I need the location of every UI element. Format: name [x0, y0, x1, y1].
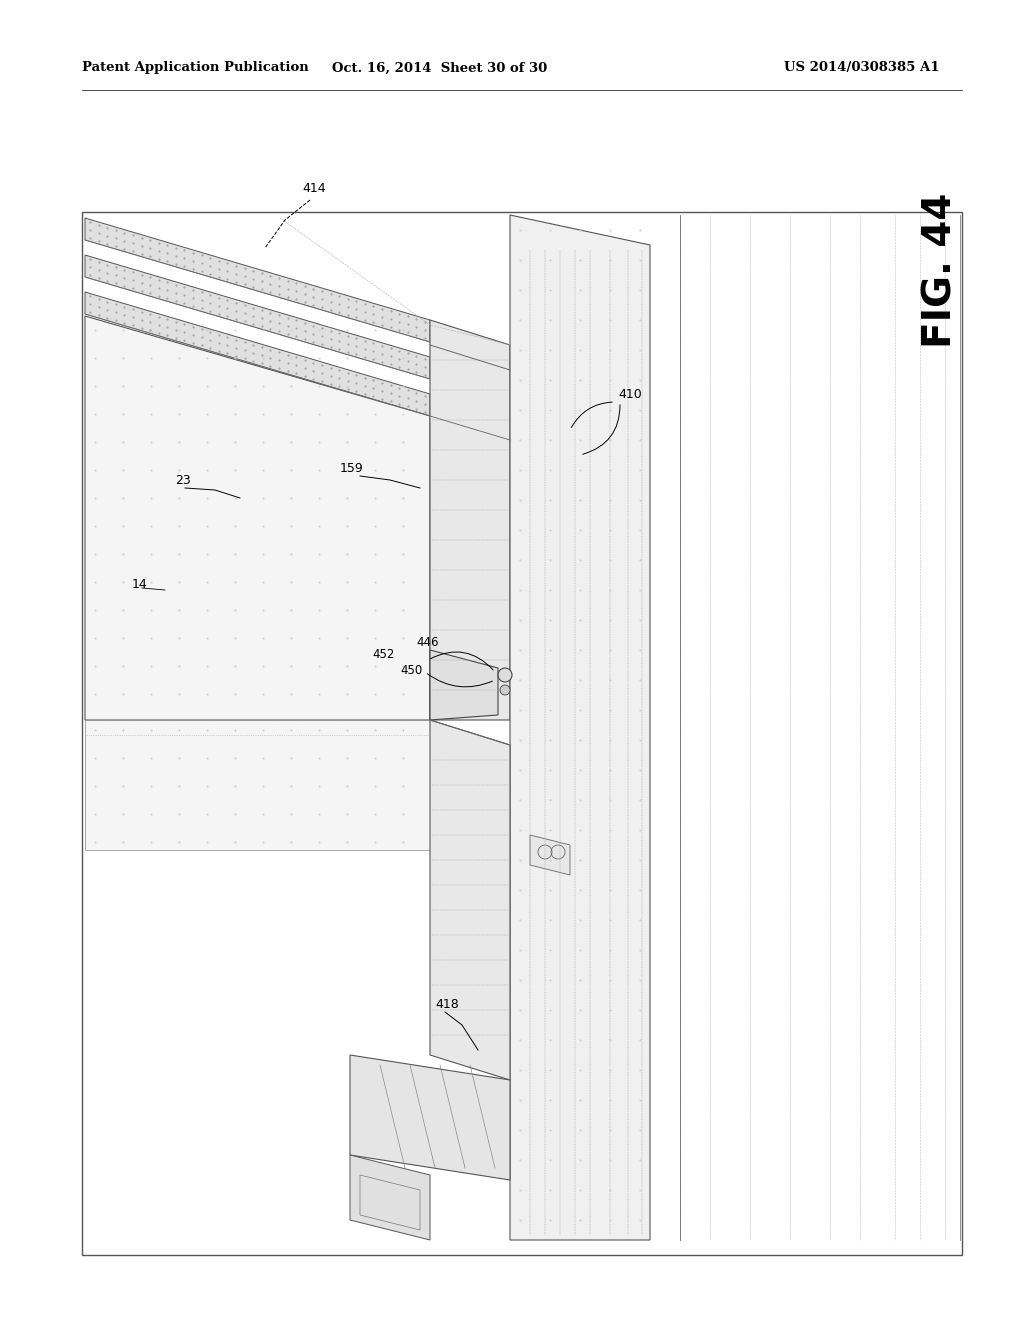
Text: US 2014/0308385 A1: US 2014/0308385 A1 [784, 62, 940, 74]
Circle shape [498, 668, 512, 682]
Text: FIG. 44: FIG. 44 [921, 193, 959, 347]
Polygon shape [85, 255, 430, 379]
Text: Patent Application Publication: Patent Application Publication [82, 62, 309, 74]
Polygon shape [85, 315, 430, 719]
Polygon shape [430, 319, 510, 719]
Text: 450: 450 [400, 664, 422, 676]
Polygon shape [430, 649, 498, 719]
Polygon shape [530, 836, 570, 875]
Circle shape [500, 685, 510, 696]
Text: 446: 446 [416, 635, 438, 648]
Text: Oct. 16, 2014  Sheet 30 of 30: Oct. 16, 2014 Sheet 30 of 30 [333, 62, 548, 74]
Text: 418: 418 [435, 998, 459, 1011]
Text: 452: 452 [373, 648, 395, 661]
Polygon shape [85, 292, 430, 416]
Polygon shape [350, 1055, 510, 1180]
Polygon shape [510, 215, 650, 1239]
Polygon shape [85, 218, 430, 342]
Polygon shape [350, 1155, 430, 1239]
Text: 14: 14 [132, 578, 147, 591]
Text: 410: 410 [618, 388, 642, 401]
Text: 23: 23 [175, 474, 190, 487]
Polygon shape [85, 719, 430, 850]
Text: 414: 414 [302, 181, 326, 194]
Bar [82, 213, 962, 1255]
Text: 159: 159 [340, 462, 364, 474]
Polygon shape [430, 719, 510, 1080]
